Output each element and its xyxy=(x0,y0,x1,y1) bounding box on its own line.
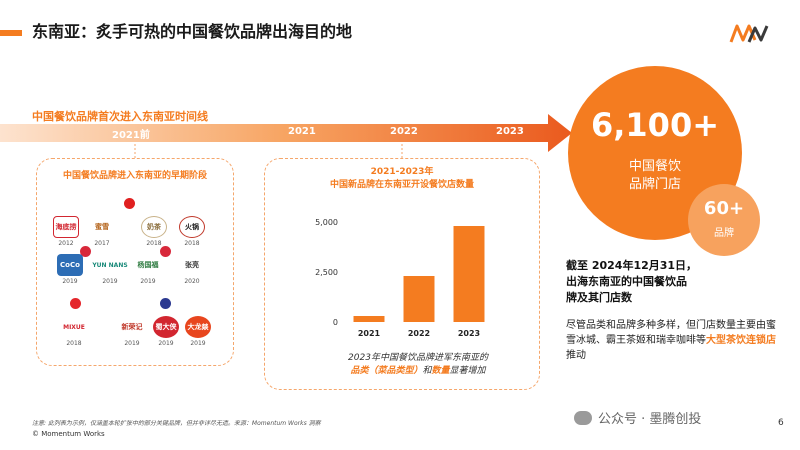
brand-name: 蜜雪 xyxy=(95,223,109,231)
brand-year: 2012 xyxy=(58,240,74,247)
x-tick-label: 2022 xyxy=(408,329,430,338)
chart-note-line1: 2023年中国餐饮品牌进军东南亚的 xyxy=(348,353,488,363)
brand-year: 2019 xyxy=(62,278,78,285)
timeline-label-2023: 2023 xyxy=(496,126,524,137)
watermark: 公众号 · 墨腾创投 xyxy=(574,408,701,427)
brand-year: 2019 xyxy=(124,340,140,347)
brand-logo: 蜀大侠 2019 xyxy=(146,316,186,347)
brand-name: 奶茶 xyxy=(141,216,167,238)
stat-desc-line1: 截至 2024年12月31日， xyxy=(566,259,698,272)
brand-logo: 奶茶 2018 xyxy=(134,216,174,247)
brand-count-label: 品牌 xyxy=(714,228,734,239)
store-count-panel xyxy=(264,158,540,390)
brand-name: 张亮 xyxy=(185,261,199,269)
early-stage-panel xyxy=(36,158,234,366)
y-tick-label: 0 xyxy=(333,318,338,327)
brand-logo: 张亮 2020 xyxy=(172,254,212,285)
brand-year: 2019 xyxy=(190,340,206,347)
total-stores-label-line1: 中国餐饮 xyxy=(628,159,681,174)
timeline-heading: 中国餐饮品牌首次进入东南亚时间线 xyxy=(32,110,208,123)
watermark-text: 公众号 · 墨腾创投 xyxy=(598,412,702,427)
brand-logo: 海底捞 2012 xyxy=(46,216,86,247)
brand-name: 火锅 xyxy=(179,216,205,238)
brand-logo: 杨国福 2019 xyxy=(128,254,168,285)
brand-name: 海底捞 xyxy=(53,216,79,238)
stat-note: 尽管品类和品牌多种多样，但门店数量主要由蜜雪冰城、霸王茶姬和瑞幸咖啡等大型茶饮连… xyxy=(566,318,776,363)
total-stores-number: 6,100+ xyxy=(590,106,720,144)
brand-logo: MIXUE 2018 xyxy=(54,316,94,348)
note-connector: 和 xyxy=(422,366,432,376)
timeline-label-2022: 2022 xyxy=(390,126,418,137)
malaysia-flag-icon xyxy=(160,298,171,309)
x-tick-label: 2023 xyxy=(458,329,480,338)
stat-note-highlight: 大型茶饮连锁店 xyxy=(706,335,776,346)
brand-logo: 蜜雪 2017 xyxy=(82,216,122,247)
stat-desc-line2: 出海东南亚的中国餐饮品 xyxy=(566,275,687,288)
page-number: 6 xyxy=(778,418,784,428)
brand-logo: 大龙燚 2019 xyxy=(178,316,218,347)
wechat-icon xyxy=(574,410,592,425)
brand-logo: 火锅 2018 xyxy=(172,216,212,247)
brand-logo: 新荣记 2019 xyxy=(112,316,152,347)
x-tick-label: 2021 xyxy=(358,329,381,338)
brand-name: YUN NANS xyxy=(92,261,128,269)
brand-year: 2018 xyxy=(146,240,162,247)
brand-year: 2019 xyxy=(102,278,118,285)
total-stores-label: 中国餐饮 品牌门店 xyxy=(568,158,742,194)
note-highlight-category: 品类（菜品类型） xyxy=(350,366,423,376)
chart-title-line1: 2021-2023年 xyxy=(370,167,434,177)
brand-year: 2017 xyxy=(94,240,110,247)
note-end: 显著增加 xyxy=(449,366,486,376)
brand-name: 杨国福 xyxy=(137,261,159,269)
y-tick-label: 2,500 xyxy=(315,268,338,277)
brand-name: MIXUE xyxy=(63,323,85,331)
brand-logo: YUN NANS 2019 xyxy=(90,254,130,286)
timeline-label-2021: 2021 xyxy=(288,126,316,137)
vietnam-flag-icon xyxy=(70,298,81,309)
title-accent-bar xyxy=(0,30,22,36)
timeline-label-pre2021: 2021前 xyxy=(112,130,150,141)
page-title: 东南亚：炙手可热的中国餐饮品牌出海目的地 xyxy=(32,22,353,41)
brand-logo: CoCo 2019 xyxy=(50,254,90,285)
total-stores-label-line2: 品牌门店 xyxy=(628,177,681,192)
brand-year: 2019 xyxy=(140,278,156,285)
chart-note: 2023年中国餐饮品牌进军东南亚的 品类（菜品类型）和数量显著增加 xyxy=(318,352,518,378)
copyright: © Momentum Works xyxy=(32,430,105,438)
brand-name: 新荣记 xyxy=(121,323,143,331)
stat-note-text: 尽管品类和品牌多种多样，但门店数量主要由蜜雪冰城、霸王茶姬和瑞幸咖啡等 xyxy=(566,320,776,346)
singapore-flag-icon xyxy=(124,198,135,209)
malaysia-flag-icon xyxy=(80,246,91,257)
chart-note-line2: 品类（菜品类型）和数量显著增加 xyxy=(318,365,518,378)
stat-desc-line3: 牌及其门店数 xyxy=(566,291,632,304)
brand-year: 2018 xyxy=(66,340,82,347)
brand-name: 蜀大侠 xyxy=(153,316,179,338)
malaysia-flag-icon xyxy=(160,246,171,257)
y-tick-label: 5,000 xyxy=(315,218,338,227)
footnote: 注意: 此列表为示例，仅涵盖本轮扩张中的部分关键品牌，但并非详尽无遗。来源：Mo… xyxy=(32,420,321,427)
chart-title: 2021-2023年 中国新品牌在东南亚开设餐饮店数量 xyxy=(276,166,528,192)
bar xyxy=(403,276,435,322)
brand-count-number: 60+ xyxy=(703,198,745,219)
bar xyxy=(453,226,485,322)
brand-year: 2019 xyxy=(158,340,174,347)
store-count-chart: 0 2,500 5,000 2021 2022 2023 xyxy=(315,218,485,338)
stat-note-end: 推动 xyxy=(566,350,586,361)
brand-name: CoCo xyxy=(57,254,83,276)
brand-year: 2020 xyxy=(184,278,200,285)
note-highlight-quantity: 数量 xyxy=(431,366,450,376)
brand-name: 大龙燚 xyxy=(185,316,211,338)
stat-description: 截至 2024年12月31日， 出海东南亚的中国餐饮品 牌及其门店数 xyxy=(566,258,762,306)
momentum-works-logo xyxy=(729,24,769,43)
chart-title-line2: 中国新品牌在东南亚开设餐饮店数量 xyxy=(329,180,474,190)
brand-count-circle: 60+ 品牌 xyxy=(688,184,760,256)
brand-year: 2018 xyxy=(184,240,200,247)
early-stage-title: 中国餐饮品牌进入东南亚的早期阶段 xyxy=(62,171,207,181)
timeline-arrow xyxy=(0,114,572,152)
bar xyxy=(353,316,385,322)
